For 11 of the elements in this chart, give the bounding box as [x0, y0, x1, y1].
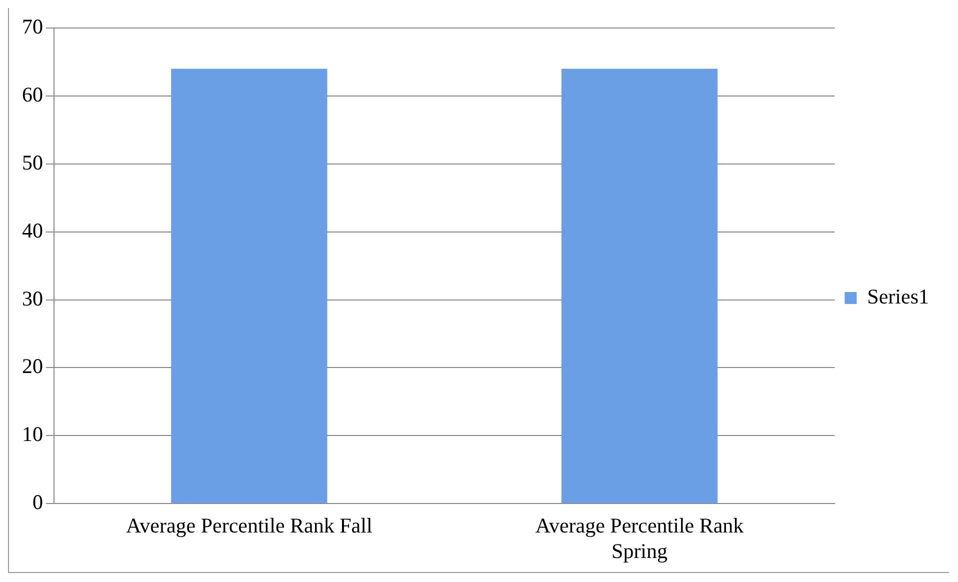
y-tick-label: 10 — [22, 422, 43, 446]
x-tick-label: Average Percentile Rank Spring — [535, 514, 744, 563]
y-tick-label: 30 — [22, 286, 43, 310]
y-tick-label: 50 — [22, 150, 43, 174]
y-tick-label: 20 — [22, 354, 43, 378]
y-tick-label: 40 — [22, 218, 43, 242]
legend-label: Series1 — [867, 284, 930, 309]
x-tick-label: Average Percentile Rank Fall — [126, 514, 372, 538]
y-tick-label: 0 — [32, 490, 43, 514]
y-tick-label: 60 — [22, 82, 43, 106]
y-tick-label: 70 — [22, 14, 43, 39]
